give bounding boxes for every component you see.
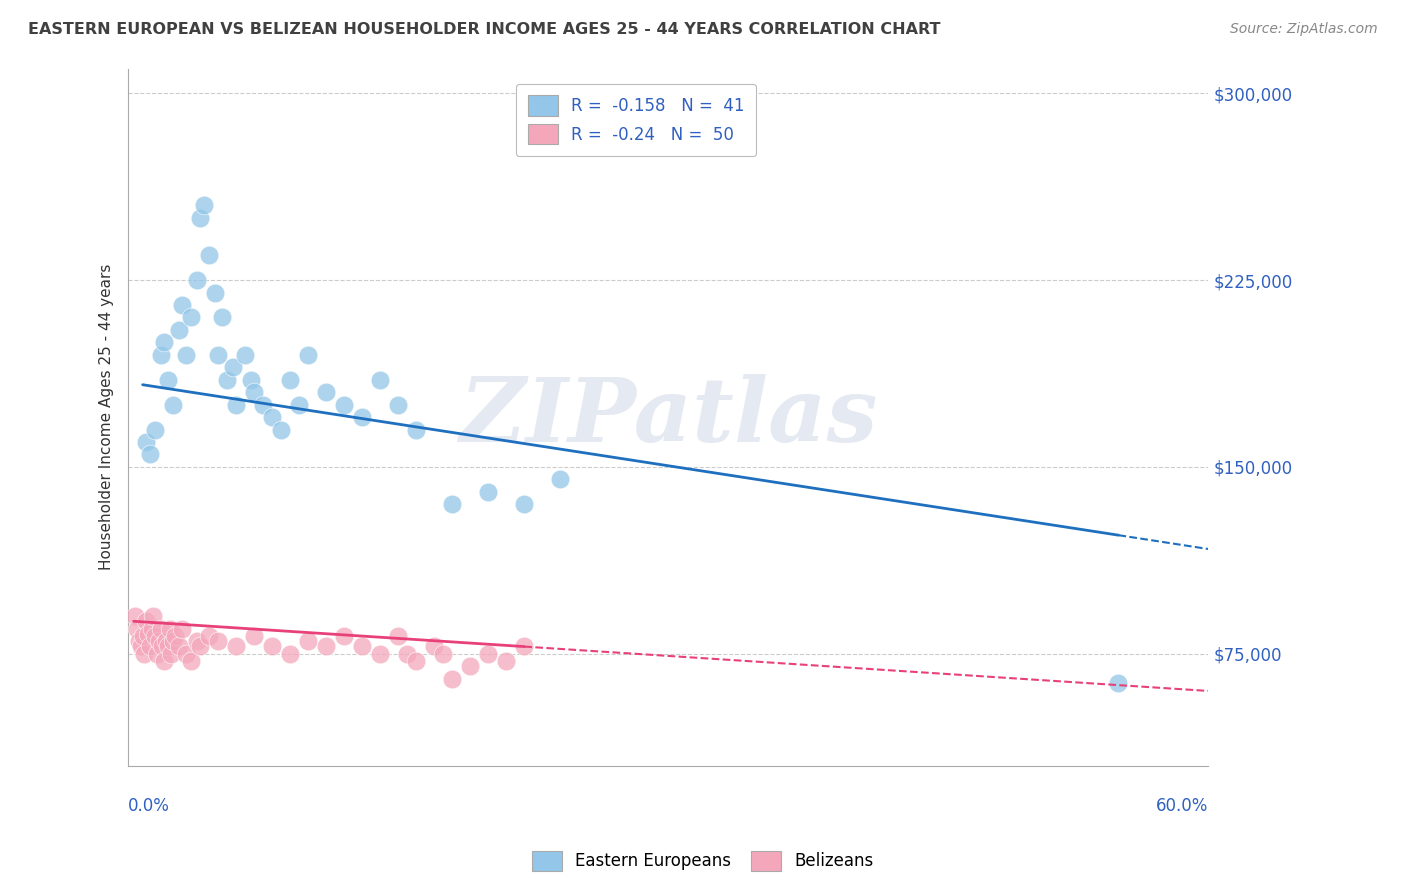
Point bbox=[143, 629, 166, 643]
Point bbox=[204, 285, 226, 300]
Point bbox=[243, 385, 266, 400]
Point bbox=[278, 373, 301, 387]
Point bbox=[162, 634, 184, 648]
Text: 60.0%: 60.0% bbox=[1156, 797, 1209, 815]
Point bbox=[198, 248, 221, 262]
Point bbox=[477, 647, 499, 661]
Point bbox=[550, 472, 572, 486]
Point bbox=[495, 654, 517, 668]
Point bbox=[233, 348, 256, 362]
Point bbox=[297, 634, 319, 648]
Point bbox=[460, 659, 482, 673]
Point bbox=[143, 423, 166, 437]
Point bbox=[387, 629, 409, 643]
Point bbox=[198, 629, 221, 643]
Point bbox=[167, 639, 190, 653]
Point bbox=[153, 654, 176, 668]
Point bbox=[135, 614, 157, 628]
Point bbox=[262, 639, 284, 653]
Point bbox=[252, 398, 274, 412]
Legend: Eastern Europeans, Belizeans: Eastern Europeans, Belizeans bbox=[523, 842, 883, 880]
Point bbox=[352, 639, 374, 653]
Point bbox=[160, 647, 183, 661]
Point bbox=[352, 410, 374, 425]
Point bbox=[174, 348, 197, 362]
Point bbox=[159, 622, 181, 636]
Legend: R =  -0.158   N =  41, R =  -0.24   N =  50: R = -0.158 N = 41, R = -0.24 N = 50 bbox=[516, 84, 756, 156]
Point bbox=[297, 348, 319, 362]
Point bbox=[441, 672, 464, 686]
Point bbox=[333, 629, 356, 643]
Point bbox=[368, 647, 391, 661]
Point bbox=[124, 609, 146, 624]
Point bbox=[149, 348, 172, 362]
Text: 0.0%: 0.0% bbox=[128, 797, 170, 815]
Point bbox=[188, 211, 211, 225]
Point bbox=[129, 639, 152, 653]
Point bbox=[134, 647, 156, 661]
Point bbox=[172, 622, 194, 636]
Point bbox=[278, 647, 301, 661]
Point bbox=[167, 323, 190, 337]
Y-axis label: Householder Income Ages 25 - 44 years: Householder Income Ages 25 - 44 years bbox=[100, 264, 114, 570]
Point bbox=[423, 639, 446, 653]
Point bbox=[207, 348, 229, 362]
Point bbox=[315, 639, 337, 653]
Point bbox=[333, 398, 356, 412]
Point bbox=[131, 629, 153, 643]
Point bbox=[315, 385, 337, 400]
Point bbox=[432, 647, 454, 661]
Point bbox=[441, 497, 464, 511]
Point bbox=[262, 410, 284, 425]
Point bbox=[211, 310, 233, 325]
Point bbox=[141, 622, 163, 636]
Point bbox=[225, 639, 247, 653]
Point bbox=[156, 639, 179, 653]
Point bbox=[207, 634, 229, 648]
Point bbox=[477, 484, 499, 499]
Point bbox=[152, 639, 174, 653]
Point bbox=[186, 634, 208, 648]
Point bbox=[193, 198, 215, 212]
Point bbox=[396, 647, 419, 661]
Point bbox=[136, 626, 159, 640]
Point bbox=[270, 423, 292, 437]
Text: EASTERN EUROPEAN VS BELIZEAN HOUSEHOLDER INCOME AGES 25 - 44 YEARS CORRELATION C: EASTERN EUROPEAN VS BELIZEAN HOUSEHOLDER… bbox=[28, 22, 941, 37]
Text: ZIPatlas: ZIPatlas bbox=[460, 374, 877, 460]
Point bbox=[139, 639, 162, 653]
Point bbox=[153, 335, 176, 350]
Point bbox=[239, 373, 262, 387]
Point bbox=[128, 634, 150, 648]
Point bbox=[1107, 676, 1129, 690]
Point bbox=[135, 434, 157, 449]
Point bbox=[513, 639, 536, 653]
Point bbox=[186, 273, 208, 287]
Point bbox=[149, 622, 172, 636]
Point bbox=[180, 310, 202, 325]
Point bbox=[405, 423, 427, 437]
Point bbox=[165, 629, 187, 643]
Point bbox=[405, 654, 427, 668]
Point bbox=[146, 647, 169, 661]
Point bbox=[188, 639, 211, 653]
Point bbox=[162, 398, 184, 412]
Point bbox=[243, 629, 266, 643]
Point bbox=[513, 497, 536, 511]
Point bbox=[172, 298, 194, 312]
Point bbox=[387, 398, 409, 412]
Point bbox=[142, 609, 165, 624]
Point bbox=[139, 447, 162, 461]
Point bbox=[221, 360, 243, 375]
Point bbox=[368, 373, 391, 387]
Point bbox=[127, 622, 149, 636]
Point bbox=[155, 634, 177, 648]
Text: Source: ZipAtlas.com: Source: ZipAtlas.com bbox=[1230, 22, 1378, 37]
Point bbox=[288, 398, 311, 412]
Point bbox=[148, 634, 170, 648]
Point bbox=[156, 373, 179, 387]
Point bbox=[174, 647, 197, 661]
Point bbox=[225, 398, 247, 412]
Point bbox=[180, 654, 202, 668]
Point bbox=[217, 373, 239, 387]
